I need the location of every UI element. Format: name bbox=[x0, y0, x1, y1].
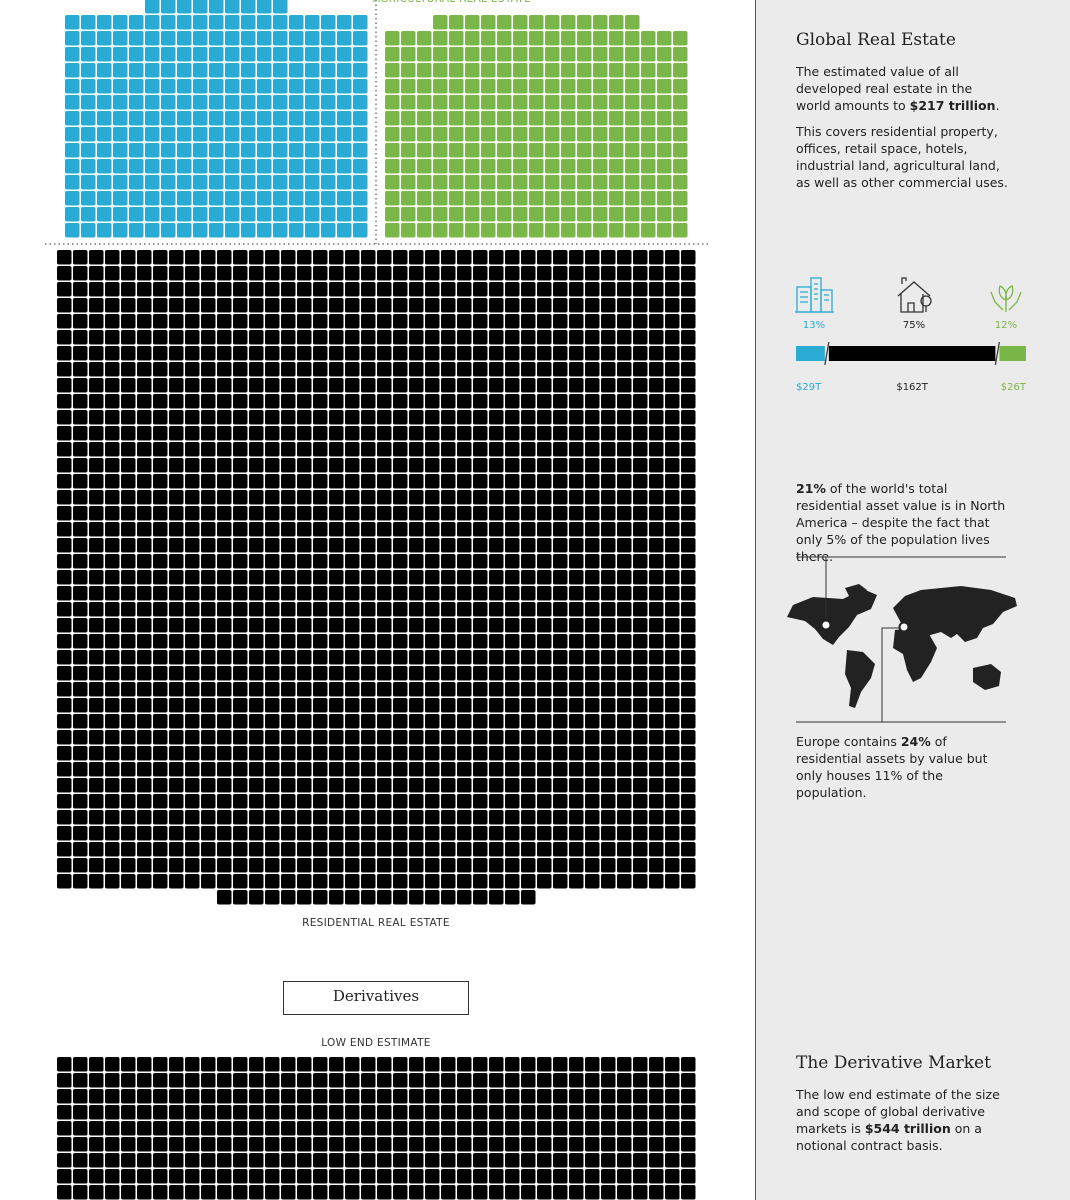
paragraph: The estimated value of all developed rea… bbox=[796, 63, 1008, 114]
text-run: of residential assets by value but only … bbox=[796, 734, 988, 800]
emphasis: $544 trillion bbox=[864, 1121, 951, 1136]
europe-text: Europe contains 24% of residential asset… bbox=[796, 733, 1008, 810]
split-percent: 12% bbox=[995, 320, 1017, 331]
text-run: Europe contains bbox=[796, 734, 901, 749]
sidebar-title: The Derivative Market bbox=[796, 1053, 991, 1073]
residential-label: RESIDENTIAL REAL ESTATE bbox=[302, 917, 450, 929]
split-percent: 13% bbox=[803, 320, 825, 331]
waffle-residential-bottom bbox=[217, 890, 537, 906]
icon-agricultural bbox=[990, 285, 1022, 312]
text-run: . bbox=[995, 98, 1000, 113]
sidebar-title: Global Real Estate bbox=[796, 30, 956, 50]
text-run: of the world's total residential asset v… bbox=[796, 481, 1006, 564]
text-run: The low end estimate of the size and sco… bbox=[796, 1087, 1000, 1136]
icon-residential bbox=[897, 277, 932, 313]
waffle-blue-top bbox=[145, 0, 289, 14]
split-value: $26T bbox=[1001, 382, 1027, 393]
sidebar-text: The low end estimate of the size and sco… bbox=[796, 1086, 1008, 1163]
split-bar bbox=[999, 346, 1026, 361]
derivatives-title: Derivatives bbox=[332, 987, 420, 1005]
split-bar bbox=[796, 346, 825, 361]
waffle-residential bbox=[57, 250, 697, 890]
split-slash bbox=[824, 341, 830, 366]
text-run: The estimated value of all developed rea… bbox=[796, 64, 973, 113]
derivatives-box bbox=[283, 981, 469, 1015]
waffle-agricultural bbox=[385, 31, 689, 239]
split-percent: 75% bbox=[903, 320, 925, 331]
paragraph: The low end estimate of the size and sco… bbox=[796, 1086, 1008, 1154]
agricultural-label: AGRICULTURAL REAL ESTATE bbox=[302, 0, 602, 5]
waffle-green-top bbox=[433, 15, 641, 31]
emphasis: $217 trillion bbox=[909, 98, 996, 113]
waffle-derivatives bbox=[57, 1057, 697, 1200]
icon-commercial bbox=[795, 277, 834, 313]
split-slash bbox=[994, 341, 1000, 366]
sidebar-text: The estimated value of all developed rea… bbox=[796, 63, 1008, 200]
text-run: on a notional contract basis. bbox=[796, 1121, 982, 1153]
emphasis: 24% bbox=[900, 734, 931, 749]
split-graphic: 13% $29T 75% $162T 12% $26T bbox=[795, 277, 1027, 393]
north-america-text: 21% of the world's total residential ass… bbox=[796, 480, 1008, 574]
paragraph: Europe contains 24% of residential asset… bbox=[796, 733, 1008, 801]
emphasis: 21% bbox=[796, 481, 826, 496]
paragraph: 21% of the world's total residential ass… bbox=[796, 480, 1008, 565]
text-run: This covers residential property, office… bbox=[796, 124, 1008, 190]
world-map bbox=[787, 556, 1017, 723]
waffle-area bbox=[45, 0, 708, 1200]
paragraph: This covers residential property, office… bbox=[796, 123, 1008, 191]
split-value: $162T bbox=[896, 382, 928, 393]
split-value: $29T bbox=[796, 382, 822, 393]
waffle-commercial bbox=[65, 15, 369, 239]
split-bar bbox=[828, 346, 996, 361]
low-end-label: LOW END ESTIMATE bbox=[321, 1037, 431, 1049]
